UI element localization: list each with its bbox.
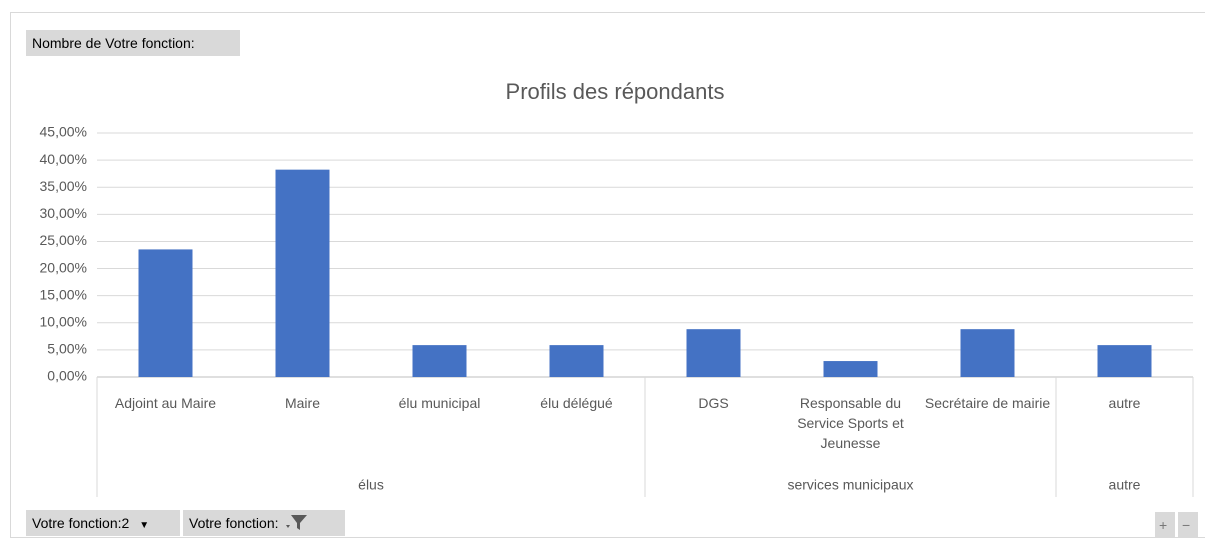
group-label: élus (358, 477, 384, 493)
axis-field-filter[interactable]: Votre fonction: (183, 510, 345, 536)
chart-frame (10, 12, 1205, 538)
y-tick-label: 15,00% (40, 286, 87, 302)
bar (138, 249, 193, 377)
y-tick-label: 0,00% (47, 368, 87, 384)
y-tick-label: 25,00% (40, 232, 87, 248)
bar (960, 329, 1015, 377)
filter-icon (285, 515, 307, 530)
y-tick-label: 5,00% (47, 341, 87, 357)
x-tick-label: DGS (698, 395, 729, 411)
y-tick-label: 40,00% (40, 151, 87, 167)
field-label: Votre fonction:2 (32, 515, 130, 531)
bar (275, 169, 330, 377)
axis-field-button[interactable]: Votre fonction:2 ▼ (26, 510, 180, 536)
x-tick-label: Maire (284, 395, 320, 411)
x-tick-label: autre (1108, 395, 1141, 411)
y-tick-label: 30,00% (40, 205, 87, 221)
chart-title: Profils des répondants (506, 79, 725, 104)
bar (686, 329, 741, 377)
y-tick-label: 35,00% (40, 178, 87, 194)
dropdown-arrow: ▼ (139, 520, 150, 531)
bar (549, 345, 604, 377)
x-tick-label: élu délégué (540, 395, 613, 411)
y-tick-label: 45,00% (40, 124, 87, 140)
expand-button[interactable]: + (1155, 512, 1175, 538)
y-tick-label: 20,00% (40, 259, 87, 275)
x-tick-label: élu municipal (398, 395, 481, 411)
x-tick-label: Adjoint au Maire (114, 395, 217, 411)
x-tick-label: Responsable du Service Sports et Jeuness… (797, 395, 904, 451)
bar (1097, 345, 1152, 377)
y-tick-label: 10,00% (40, 313, 87, 329)
bar (412, 345, 467, 377)
value-field-button[interactable]: Nombre de Votre fonction: (26, 30, 240, 56)
field-label: Votre fonction: (189, 515, 279, 531)
group-label: autre (1109, 477, 1141, 493)
x-tick-label: Secrétaire de mairie (924, 395, 1051, 411)
bar (823, 361, 878, 377)
collapse-button[interactable]: − (1178, 512, 1198, 538)
group-label: services municipaux (787, 477, 913, 493)
